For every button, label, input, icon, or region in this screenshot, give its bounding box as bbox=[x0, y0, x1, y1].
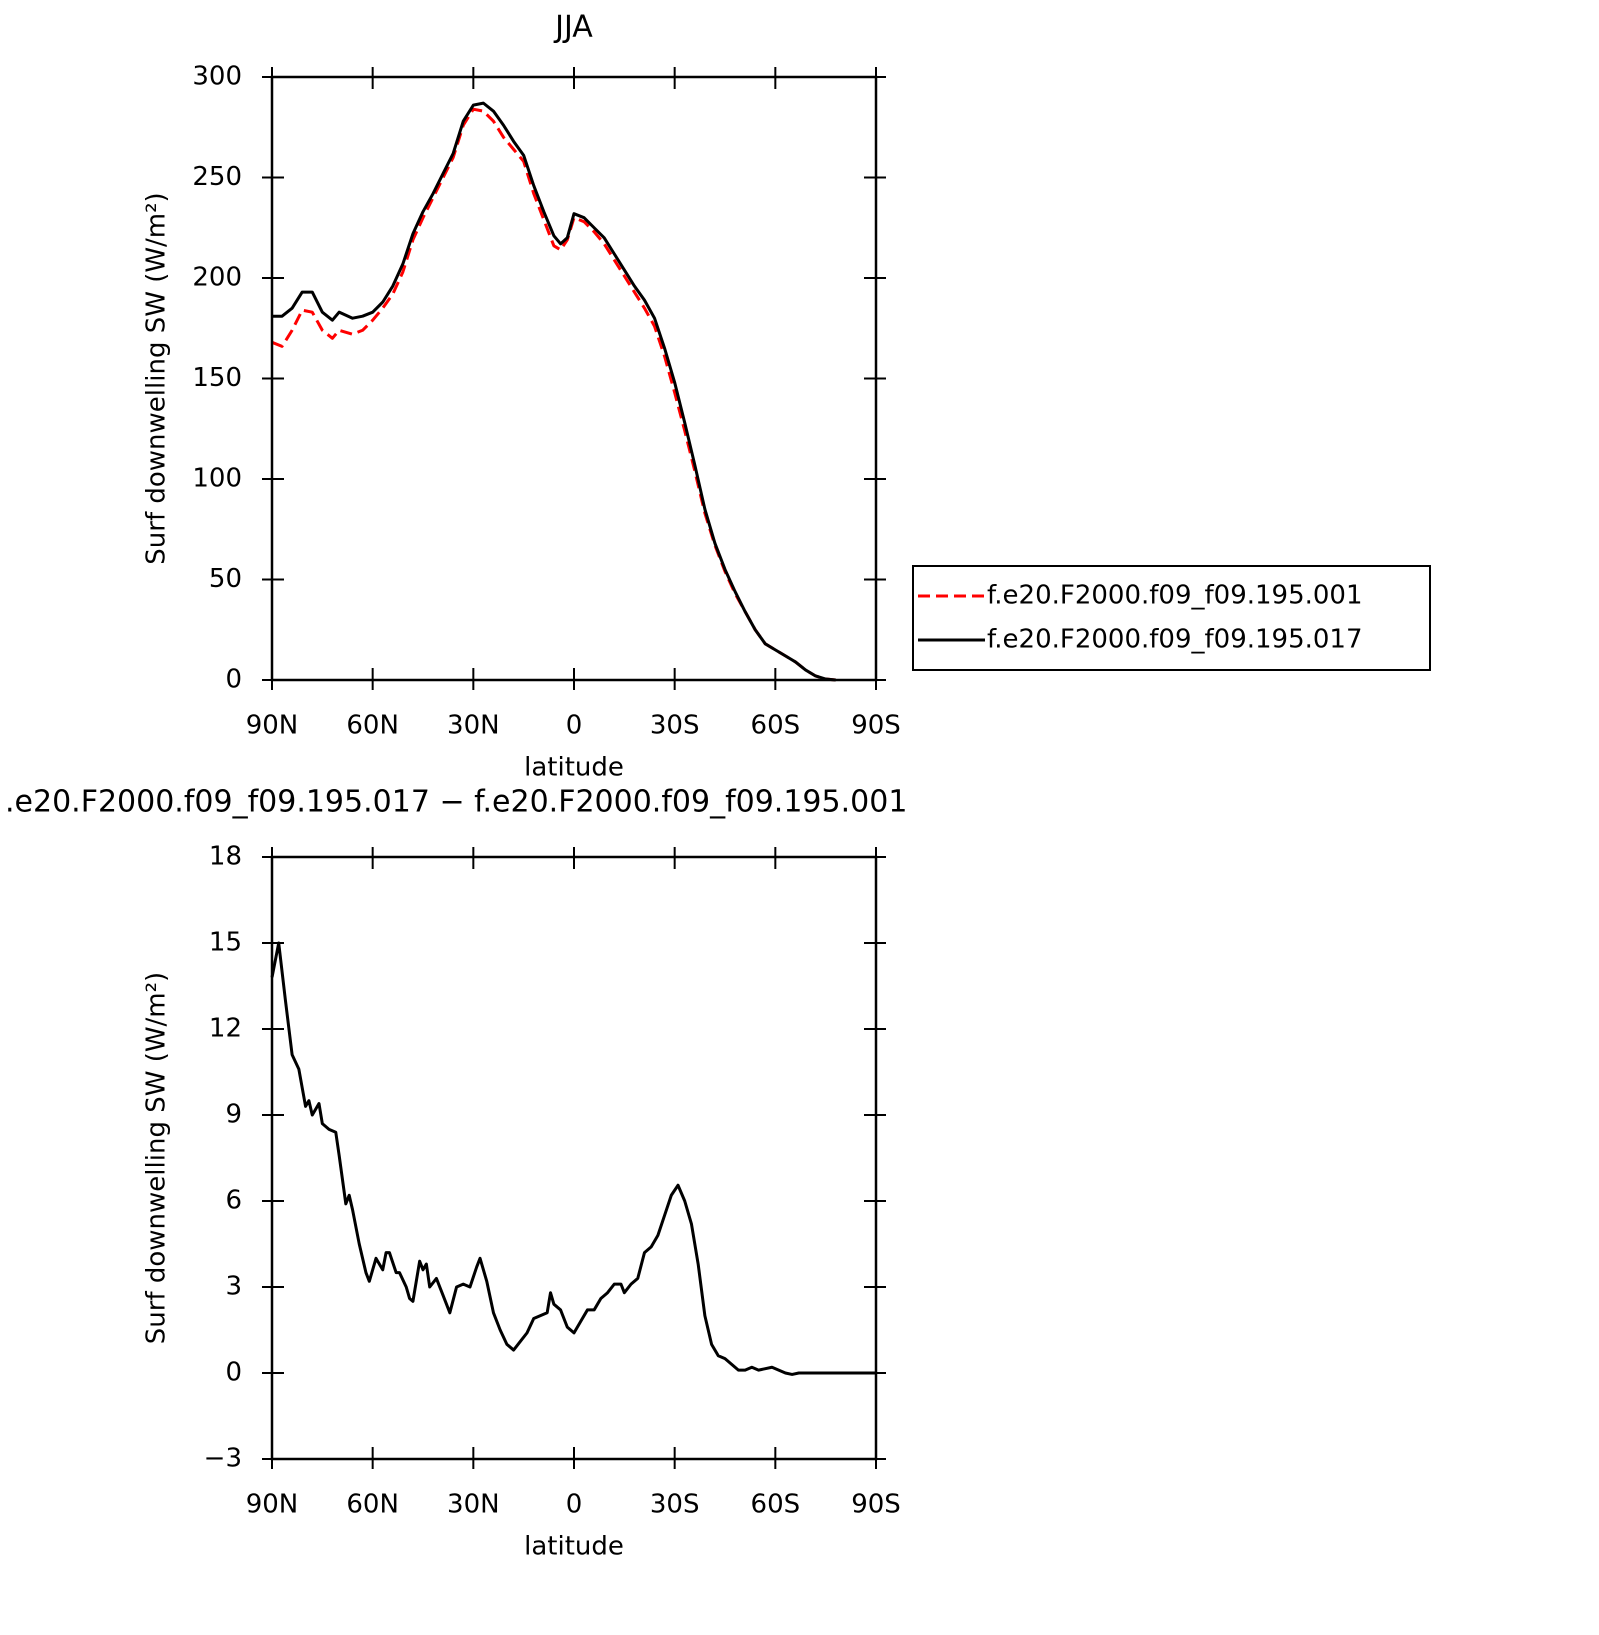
y-tick-label: 9 bbox=[225, 1100, 242, 1130]
y-tick-label: 300 bbox=[192, 62, 242, 92]
chart-title: .e20.F2000.f09_f09.195.017 − f.e20.F2000… bbox=[5, 785, 907, 820]
x-tick-label: 90S bbox=[851, 1490, 901, 1520]
x-tick-label: 90S bbox=[851, 711, 901, 741]
y-axis-label: Surf downwelling SW (W/m²) bbox=[142, 192, 172, 564]
y-axis-label: Surf downwelling SW (W/m²) bbox=[142, 972, 172, 1344]
legend-label: f.e20.F2000.f09_f09.195.017 bbox=[987, 625, 1363, 655]
x-tick-label: 30S bbox=[650, 1490, 700, 1520]
data-line bbox=[271, 107, 836, 682]
x-tick-label: 60N bbox=[346, 1490, 399, 1520]
y-tick-label: 100 bbox=[192, 464, 242, 494]
legend-box bbox=[912, 565, 1431, 671]
x-tick-label: 90N bbox=[246, 1490, 299, 1520]
legend-label: f.e20.F2000.f09_f09.195.001 bbox=[987, 581, 1363, 611]
y-tick-label: 250 bbox=[192, 162, 242, 192]
plot-frame bbox=[270, 75, 878, 682]
y-tick-label: 3 bbox=[225, 1272, 242, 1302]
x-axis-label: latitude bbox=[524, 753, 624, 783]
x-tick-label: 60S bbox=[751, 711, 801, 741]
y-tick-label: 150 bbox=[192, 363, 242, 393]
x-tick-label: 30S bbox=[650, 711, 700, 741]
x-tick-label: 0 bbox=[566, 1490, 583, 1520]
x-axis-label: latitude bbox=[524, 1532, 624, 1562]
data-line bbox=[272, 101, 836, 682]
x-tick-label: 60N bbox=[346, 711, 399, 741]
y-tick-label: 200 bbox=[192, 263, 242, 293]
x-tick-label: 90N bbox=[246, 711, 299, 741]
y-tick-label: 6 bbox=[225, 1186, 242, 1216]
y-tick-label: −3 bbox=[204, 1444, 242, 1474]
x-tick-label: 30N bbox=[447, 711, 500, 741]
x-tick-label: 30N bbox=[447, 1490, 500, 1520]
x-tick-label: 0 bbox=[566, 711, 583, 741]
y-tick-label: 0 bbox=[225, 1358, 242, 1388]
y-tick-label: 50 bbox=[209, 564, 242, 594]
x-tick-label: 60S bbox=[751, 1490, 801, 1520]
plot-frame bbox=[270, 855, 878, 1461]
chart-title: JJA bbox=[553, 10, 593, 45]
y-tick-label: 15 bbox=[209, 928, 242, 958]
y-tick-label: 12 bbox=[209, 1014, 242, 1044]
y-tick-label: 18 bbox=[209, 842, 242, 872]
y-tick-label: 0 bbox=[225, 665, 242, 695]
data-line bbox=[270, 941, 876, 1376]
